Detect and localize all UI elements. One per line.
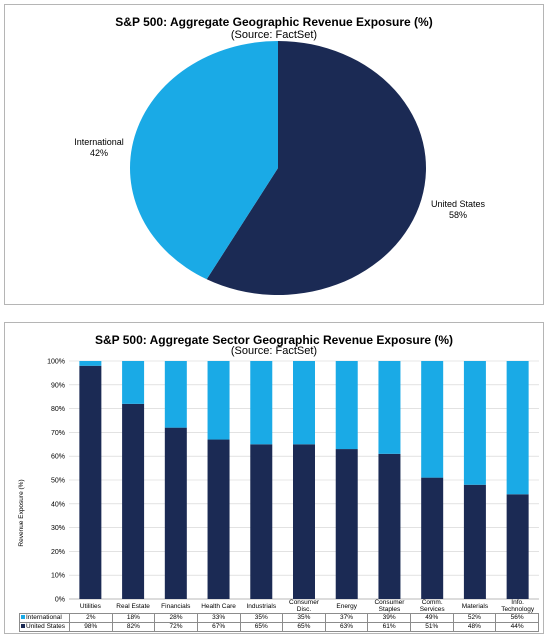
pie-value-international: 42%	[90, 148, 108, 158]
y-axis-tick-labels: 0% 10% 20% 30% 40% 50% 60% 70% 80% 90% 100%	[47, 359, 65, 604]
table-cell: 2%	[69, 613, 113, 623]
legend-swatch-united-states	[21, 624, 25, 629]
bar-international	[335, 361, 358, 450]
y-tick-label: 50%	[51, 478, 65, 485]
pie-slice-international	[130, 41, 278, 280]
x-category-label: Staples	[379, 606, 401, 613]
x-category-label: Financials	[161, 603, 191, 610]
x-category-label: Disc.	[297, 606, 312, 613]
y-tick-label: 100%	[47, 359, 65, 366]
bar-chart: 0% 10% 20% 30% 40% 50% 60% 70% 80% 90% 100% Utilit…	[18, 359, 539, 613]
data-table: International 2% 18% 28% 33% 35% 35% 37%…	[19, 613, 539, 632]
bar-united-states	[79, 365, 102, 599]
pie-label-united-states: United States	[431, 199, 486, 209]
pie-chart-panel: S&P 500: Aggregate Geographic Revenue Ex…	[4, 4, 544, 305]
table-cell: 39%	[367, 613, 411, 623]
bar-international	[293, 361, 315, 445]
bar-international	[421, 361, 444, 478]
bar-international	[79, 361, 102, 366]
x-category-label: Consumer	[289, 599, 320, 606]
bar-international	[506, 361, 529, 495]
table-cell: 18%	[111, 613, 156, 623]
bar-united-states	[506, 494, 529, 599]
table-cell: 51%	[410, 622, 454, 632]
x-category-label: Utilities	[80, 603, 102, 610]
pie-chart: International 42% United States 58%	[74, 41, 486, 295]
table-cell: 37%	[324, 613, 369, 623]
bar-united-states	[335, 449, 358, 599]
x-category-label: Info.	[511, 599, 524, 606]
bar-international	[378, 361, 401, 454]
table-cell: 35%	[239, 613, 284, 623]
x-category-label: Technology	[501, 606, 535, 613]
y-tick-label: 0%	[55, 597, 65, 604]
y-tick-label: 70%	[51, 430, 65, 437]
table-cell: 52%	[452, 613, 497, 623]
y-axis-label: Revenue Exposure (%)	[18, 479, 25, 546]
pie-slice-united-states	[206, 41, 426, 295]
table-cell: 44%	[495, 622, 539, 632]
bar-international	[463, 361, 486, 485]
bar-international	[122, 361, 145, 404]
bar-united-states	[164, 427, 187, 599]
table-row-header: United States	[19, 622, 70, 632]
bar-united-states	[378, 453, 401, 599]
table-cell: 65%	[239, 622, 284, 632]
x-category-label: Materials	[462, 603, 489, 610]
legend-swatch-international	[21, 615, 25, 620]
table-cell: 65%	[282, 622, 326, 632]
bar-series	[79, 361, 529, 599]
y-tick-label: 20%	[51, 549, 65, 556]
table-cell: 67%	[196, 622, 241, 632]
table-cell: 61%	[367, 622, 411, 632]
x-category-label: Energy	[336, 603, 357, 610]
x-category-label: Health Care	[201, 603, 236, 610]
y-tick-label: 60%	[51, 454, 65, 461]
bar-chart-panel: S&P 500: Aggregate Sector Geographic Rev…	[4, 322, 544, 634]
x-category-label: Consumer	[374, 599, 405, 606]
table-cell: 49%	[410, 613, 454, 623]
table-cell: 82%	[111, 622, 156, 632]
bar-international	[207, 361, 230, 440]
y-tick-label: 30%	[51, 525, 65, 532]
x-category-label: Comm.	[422, 599, 443, 606]
x-category-label: Services	[420, 606, 446, 613]
table-cell: 33%	[196, 613, 241, 623]
table-cell: 63%	[324, 622, 369, 632]
table-row-header: International	[19, 613, 70, 623]
bar-international	[164, 361, 187, 428]
y-tick-label: 90%	[51, 382, 65, 389]
table-cell: 72%	[154, 622, 198, 632]
bar-united-states	[421, 477, 444, 599]
table-cell: 98%	[69, 622, 113, 632]
pie-label-international: International	[74, 137, 124, 147]
table-cell: 35%	[282, 613, 326, 623]
bar-chart-subtitle: (Source: FactSet)	[230, 345, 318, 357]
bar-chart-title: S&P 500: Aggregate Sector Geographic Rev…	[94, 333, 454, 347]
bar-united-states	[207, 439, 230, 599]
table-row-international: International 2% 18% 28% 33% 35% 35% 37%…	[19, 613, 539, 623]
pie-chart-title: S&P 500: Aggregate Geographic Revenue Ex…	[115, 15, 433, 29]
bar-united-states	[250, 444, 273, 599]
bar-united-states	[122, 403, 145, 599]
y-tick-label: 80%	[51, 406, 65, 413]
table-cell: 48%	[452, 622, 497, 632]
x-category-label: Real Estate	[116, 603, 150, 610]
y-tick-label: 40%	[51, 501, 65, 508]
bar-united-states	[463, 484, 486, 599]
x-axis-category-labels: Utilities Real Estate Financials Health Car…	[80, 599, 535, 613]
pie-chart-subtitle: (Source: FactSet)	[230, 29, 318, 41]
table-cell: 28%	[154, 613, 198, 623]
bar-united-states	[293, 444, 315, 599]
pie-value-united-states: 58%	[449, 210, 467, 220]
bar-international	[250, 361, 273, 445]
y-tick-label: 10%	[51, 573, 65, 580]
x-category-label: Industrials	[246, 603, 276, 610]
table-cell: 56%	[495, 613, 539, 623]
table-row-united-states: United States 98% 82% 72% 67% 65% 65% 63…	[19, 622, 539, 632]
